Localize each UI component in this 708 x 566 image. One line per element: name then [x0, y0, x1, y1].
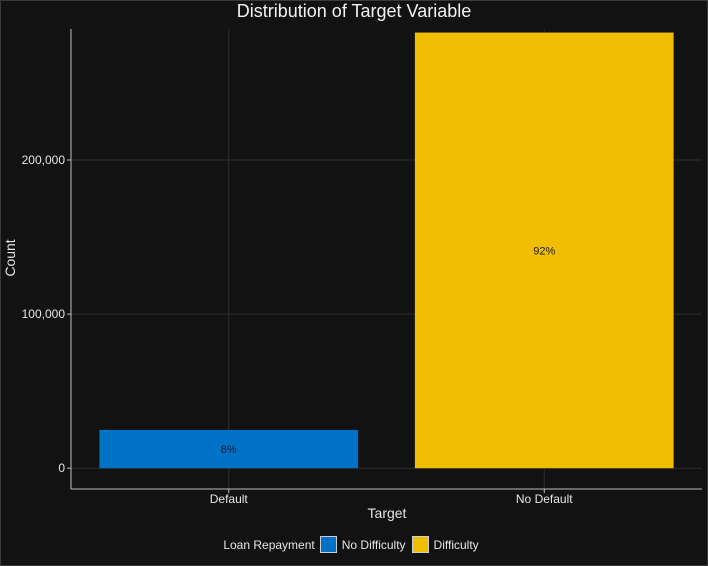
legend-label-no-difficulty: No Difficulty: [341, 537, 406, 552]
legend-swatch-difficulty: [411, 536, 429, 553]
legend-label-difficulty: Difficulty: [433, 537, 479, 552]
legend-swatch-no-difficulty: [319, 536, 337, 553]
bar-no-default: [414, 32, 674, 469]
y-tick-label: 0: [58, 461, 65, 475]
legend-item-no-difficulty: No Difficulty: [319, 536, 406, 553]
bar-value-label: 92%: [533, 245, 555, 257]
axes: [70, 29, 702, 490]
legend-item-difficulty: Difficulty: [411, 536, 479, 553]
y-tick-label: 200,000: [22, 153, 66, 167]
legend: Loan Repayment No Difficulty Difficulty: [0, 536, 708, 553]
y-axis-label: Count: [2, 239, 18, 276]
chart-title: Distribution of Target Variable: [236, 1, 472, 21]
ticks: 0 100,000 200,000 Default No Default: [22, 153, 574, 506]
bar-value-label: 8%: [221, 444, 237, 456]
y-tick-label: 100,000: [22, 307, 66, 321]
x-tick-label: No Default: [516, 492, 573, 506]
legend-title: Loan Repayment: [223, 537, 315, 552]
bars: 8% 92%: [99, 32, 674, 469]
bar-default: [99, 429, 359, 469]
x-tick-label: Default: [210, 492, 249, 506]
x-axis-label: Target: [368, 505, 407, 521]
